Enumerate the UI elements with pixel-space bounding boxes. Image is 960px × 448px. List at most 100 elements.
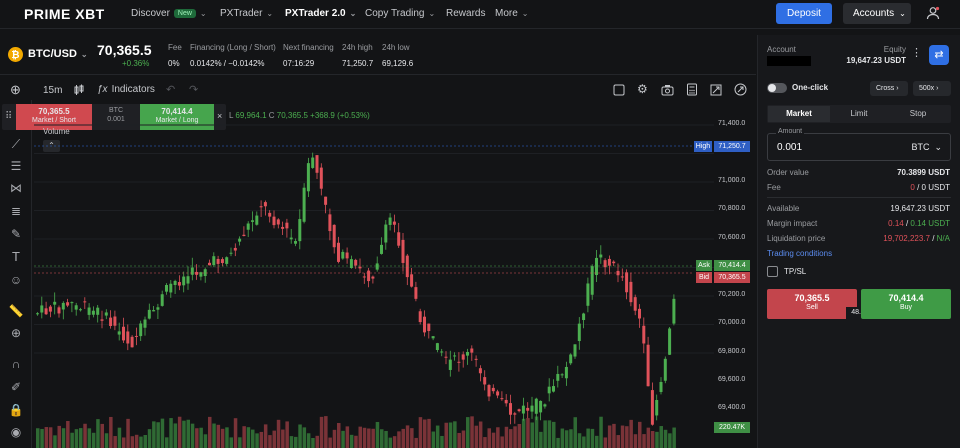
brush-icon[interactable]: ✎ [10,227,22,241]
volume-bar [109,416,113,448]
undo-icon[interactable]: ↶ [166,84,176,96]
volume-bar [470,416,474,448]
ruler-icon[interactable]: 📏 [8,304,24,318]
more-options-icon[interactable]: ⋮ [911,47,922,59]
bitcoin-icon: ₿ [8,47,23,62]
candle-body [375,263,379,270]
volume-bar [539,431,543,448]
candle-body [298,219,302,242]
candle-body [276,219,280,225]
candle-body [642,325,646,344]
layout-icon[interactable] [613,84,625,96]
nav-pxtrader2[interactable]: PXTrader 2.0 ⌄ [285,8,356,19]
volume-bar [186,419,190,448]
fibonacci-icon[interactable]: ≣ [10,204,22,218]
price-tick: 70,200.0 [718,291,746,298]
volume-bar [173,423,178,448]
pattern-tool-icon[interactable]: ⋈ [10,181,22,195]
volume-bar [152,421,156,448]
volume-bar [513,426,517,448]
visibility-eye-icon[interactable]: ◉ [10,425,22,439]
volume-bar [195,428,199,448]
candle-body [504,399,508,404]
volume-bar [349,434,354,448]
transfer-icon[interactable]: ⇄ [929,45,949,65]
tab-limit[interactable]: Limit [850,109,868,118]
volume-bar [414,437,418,448]
one-click-toggle[interactable] [767,83,787,93]
tab-market[interactable]: Market [768,106,830,122]
candle-body [448,359,452,370]
fullscreen-icon[interactable] [710,84,722,96]
candle-body [109,317,113,327]
candle-body [638,308,641,319]
add-symbol-icon[interactable]: ⊕ [10,82,21,97]
volume-bar [526,418,530,448]
interval-selector[interactable]: 15m [43,85,63,96]
tpsl-checkbox[interactable] [767,266,778,277]
candle-body [345,252,349,259]
volume-bar [319,416,324,448]
candle-body [569,354,573,364]
quick-amount-value: 0.001 [107,116,125,123]
toggle-knob [768,84,776,92]
camera-icon[interactable] [661,84,674,96]
calculator-icon[interactable] [686,83,698,96]
trading-conditions-link[interactable]: Trading conditions [767,249,833,258]
candle-body [134,335,138,337]
amount-input[interactable]: Amount 0.001 BTC ⌄ [767,128,951,161]
lock-icon[interactable]: 🔒 [8,403,24,417]
volume-bar [74,429,79,448]
drag-handle-icon[interactable]: ⠿ [5,111,13,122]
volume-bar [177,416,182,448]
price-chart[interactable] [34,104,756,448]
tab-stop[interactable]: Stop [909,109,927,118]
text-tool-icon[interactable]: T [12,249,20,264]
settings-gear-icon[interactable]: ⚙ [637,82,648,96]
lock-drawings-icon[interactable]: ✐ [10,380,22,394]
magnet-icon[interactable]: ∩ [11,357,21,371]
candle-body [147,309,151,319]
financing-label: Financing (Long / Short) [190,43,276,52]
leverage-selector[interactable]: 500x › [913,81,951,96]
accounts-button[interactable]: Accounts ⌄ [843,3,911,24]
candle-body [152,310,156,312]
candles-style-icon[interactable] [73,84,85,96]
candle-body [625,272,629,293]
deposit-button[interactable]: Deposit [776,3,832,24]
redo-icon[interactable]: ↷ [189,84,199,96]
candle-body [91,310,95,315]
volume-bar [255,433,259,448]
close-icon[interactable]: × [217,111,223,121]
quick-sell-button[interactable]: 70,365.5 Market / Short [16,104,92,130]
nav-rewards[interactable]: Rewards [446,8,486,19]
volume-bar [478,421,483,448]
indicators-button[interactable]: ƒx Indicators [97,84,155,95]
symbol-selector[interactable]: BTC/USD ⌄ [28,48,88,60]
candle-body [281,226,285,229]
margin-mode-selector[interactable]: Cross › [870,81,908,96]
volume-bar [448,422,453,448]
candle-body [220,259,224,264]
volume-tag-value: 220.47K [714,422,750,433]
sell-button[interactable]: 70,365.5 Sell [767,289,857,319]
candle-body [380,244,383,254]
candle-body [53,301,57,305]
trend-line-icon[interactable]: ⟋ [11,137,21,151]
nav-copy-trading[interactable]: Copy Trading ⌄ [365,8,435,19]
expand-view-icon[interactable] [734,83,747,96]
nav-more[interactable]: More ⌄ [495,8,529,19]
nav-discover[interactable]: Discover New ⌄ [131,8,207,19]
quick-buy-button[interactable]: 70,414.4 Market / Long [140,104,214,130]
primexbt-logo[interactable]: PRIME XBT [24,6,105,22]
zoom-in-icon[interactable]: ⊕ [10,326,22,340]
candle-body [190,267,194,275]
quick-amount-field[interactable]: BTC 0.001 [94,104,138,130]
amount-unit-selector[interactable]: BTC ⌄ [911,142,942,153]
nav-pxtrader[interactable]: PXTrader ⌄ [220,8,273,19]
buy-button[interactable]: 70,414.4 Buy [861,289,951,319]
user-profile-icon[interactable] [926,6,940,20]
horizontal-lines-icon[interactable]: ☰ [10,159,22,173]
emoji-icon[interactable]: ☺ [9,273,23,287]
ohlc-low-label: L [229,111,234,120]
